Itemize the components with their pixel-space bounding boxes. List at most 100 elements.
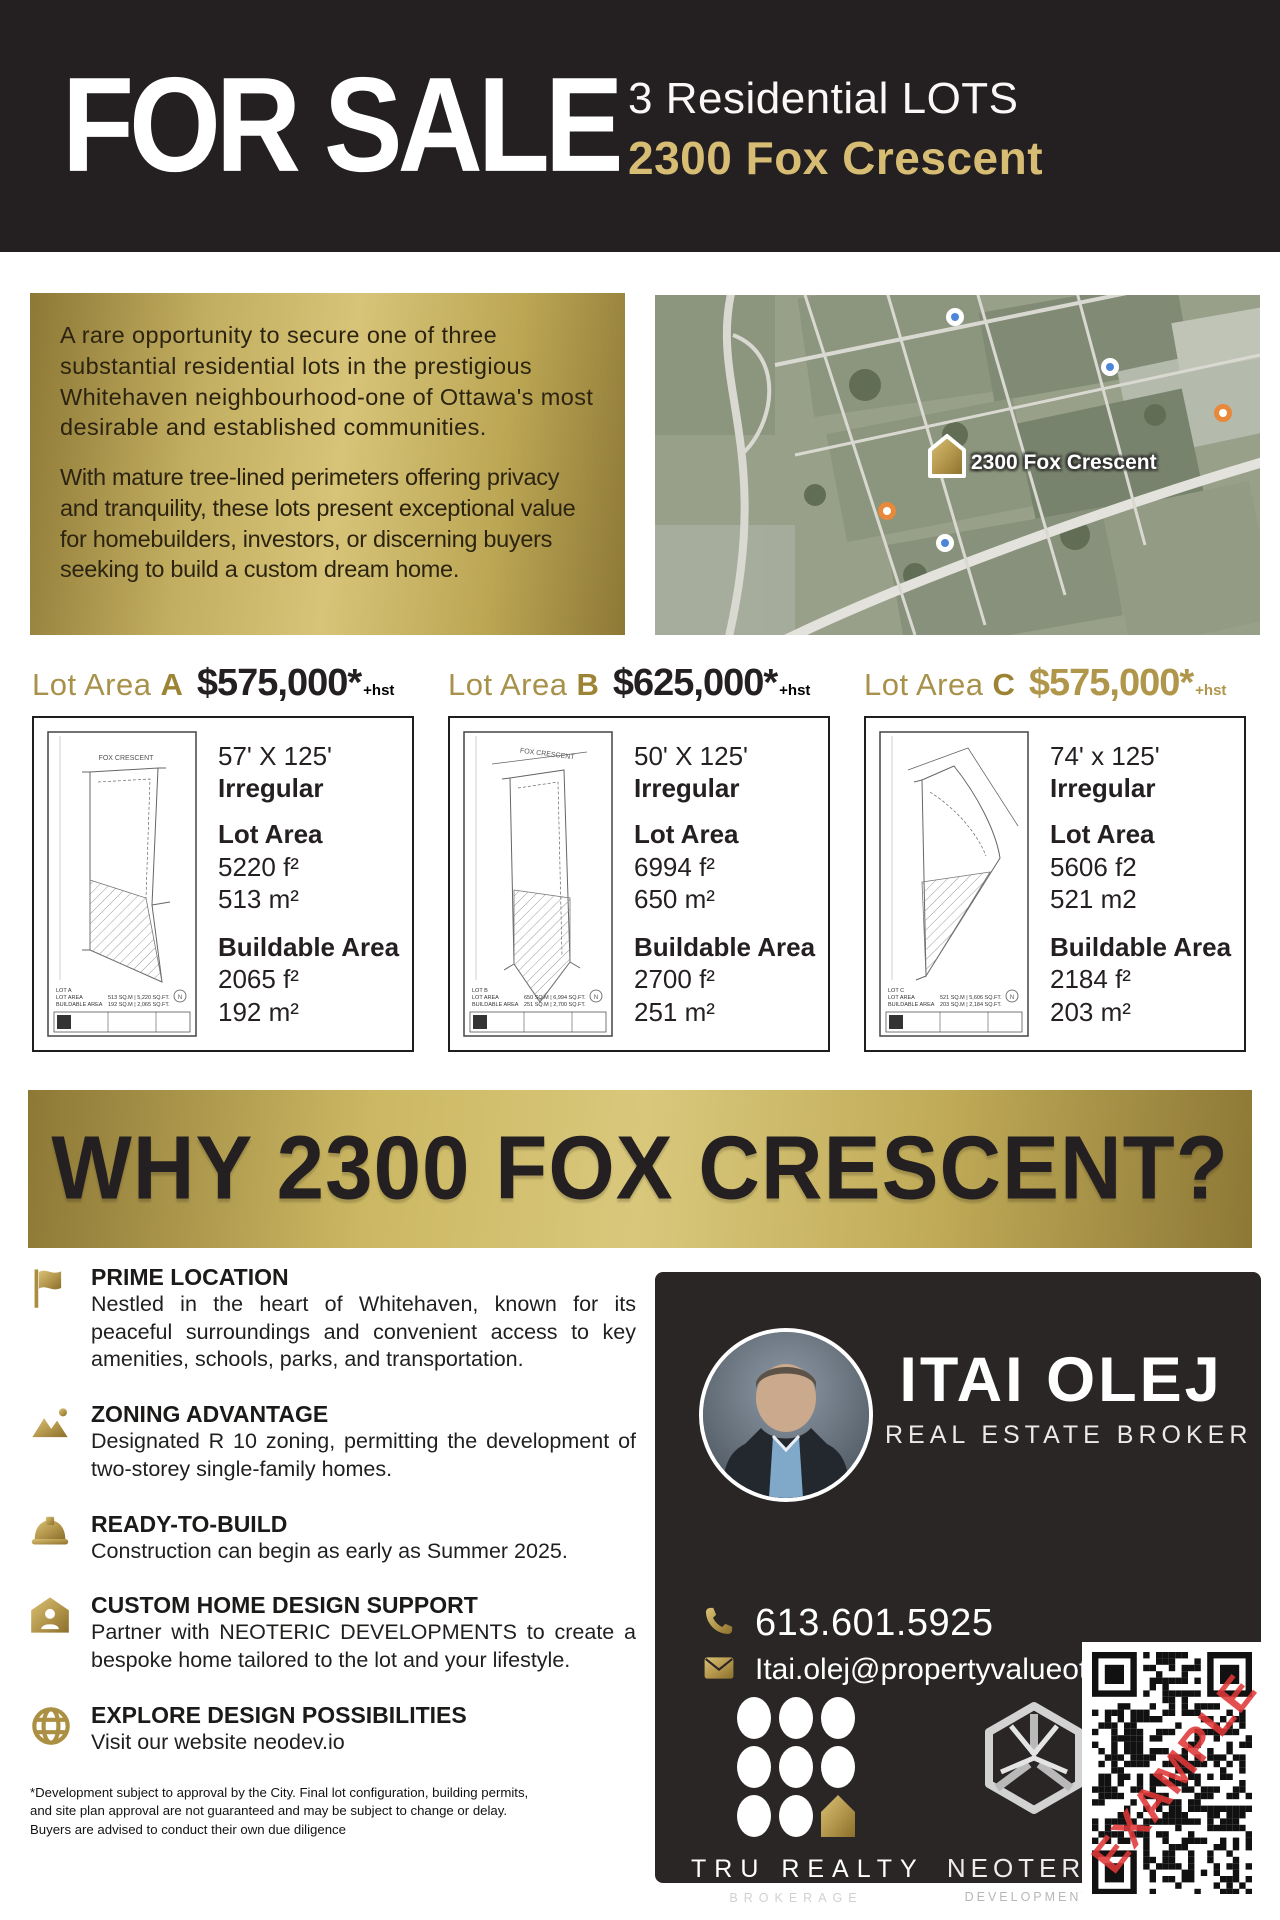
svg-text:N: N <box>178 995 182 1001</box>
svg-text:N: N <box>594 995 598 1001</box>
logos-row: TRU REALTY BROKERAGE NEOTERIC DEVELOPME <box>691 1692 1139 1905</box>
why-banner: WHY 2300 FOX CRESCENT? <box>28 1090 1252 1248</box>
feature-title: EXPLORE DESIGN POSSIBILITIES <box>91 1701 467 1728</box>
svg-text:203 SQ.M | 2,184 SQ.FT.: 203 SQ.M | 2,184 SQ.FT. <box>940 1002 1002 1008</box>
lot-c-area-ft: 5606 f2 <box>1050 851 1137 882</box>
lot-b-label: Lot Area <box>448 667 568 702</box>
lot-b-letter: B <box>576 667 599 702</box>
feature-website-link[interactable]: Visit our website neodev.io <box>91 1729 345 1754</box>
feature-ready-to-build: READY-TO-BUILD Construction can begin as… <box>30 1511 636 1566</box>
aerial-map: 2300 Fox Crescent <box>655 295 1260 635</box>
lot-b-header: Lot Area B $625,000* +hst <box>448 662 830 705</box>
svg-text:LOT A: LOT A <box>56 988 72 994</box>
intro-paragraph-1: A rare opportunity to secure one of thre… <box>60 322 594 441</box>
why-banner-text: WHY 2300 FOX CRESCENT? <box>51 1118 1229 1219</box>
lot-a-area-title: Lot Area <box>218 819 323 850</box>
lot-c-build-m: 203 m² <box>1050 996 1131 1027</box>
feature-explore-design: EXPLORE DESIGN POSSIBILITIES Visit our w… <box>30 1702 636 1757</box>
svg-text:LOT AREA: LOT AREA <box>888 995 915 1001</box>
intro-text-box: A rare opportunity to secure one of thre… <box>30 293 625 635</box>
lot-a-letter: A <box>160 667 183 702</box>
feature-body: Construction can begin as early as Summe… <box>91 1538 568 1563</box>
lot-c-card: LOT C LOT AREA BUILDABLE AREA 521 SQ.M |… <box>864 716 1246 1052</box>
lot-c-survey-diagram: LOT C LOT AREA BUILDABLE AREA 521 SQ.M |… <box>878 730 1030 1038</box>
svg-text:FOX CRESCENT: FOX CRESCENT <box>99 755 155 762</box>
header-banner: FOR SALE 3 Residential LOTS 2300 Fox Cre… <box>0 0 1280 252</box>
phone-row[interactable]: 613.601.5925 <box>703 1602 1216 1645</box>
feature-body: Partner with NEOTERIC DEVELOPMENTS to cr… <box>91 1620 636 1673</box>
qr-code[interactable] <box>1082 1642 1262 1904</box>
lot-c-build-ft: 2184 f² <box>1050 964 1131 995</box>
lot-c-price: $575,000* <box>1028 662 1194 704</box>
house-user-icon <box>30 1592 76 1674</box>
tru-realty-logo: TRU REALTY BROKERAGE <box>691 1692 925 1905</box>
lot-a-shape: Irregular <box>218 773 324 804</box>
lot-b-hst: +hst <box>779 682 811 699</box>
svg-text:LOT C: LOT C <box>888 988 904 994</box>
mountains-icon <box>30 1401 76 1483</box>
aerial-map-graphic <box>655 295 1260 635</box>
lot-c-header: Lot Area C $575,000* +hst <box>864 662 1246 705</box>
lot-b-shape: Irregular <box>634 773 740 804</box>
lot-b-details: 50' X 125' Irregular Lot Area 6994 f² 65… <box>634 730 815 1038</box>
feature-text: PRIME LOCATION Nestled in the heart of W… <box>91 1264 636 1374</box>
lot-c-area-m: 521 m2 <box>1050 883 1137 914</box>
hard-hat-icon <box>30 1511 76 1566</box>
svg-text:LOT AREA: LOT AREA <box>472 995 499 1001</box>
lot-a-card: FOX CRESCENT LOT A LOT AREA BUILDABLE AR… <box>32 716 414 1052</box>
lot-b-area-ft: 6994 f² <box>634 851 715 882</box>
lot-a-dims: 57' X 125' <box>218 741 333 771</box>
svg-text:513 SQ.M | 5,220 SQ.FT.: 513 SQ.M | 5,220 SQ.FT. <box>108 995 170 1001</box>
feature-title: READY-TO-BUILD <box>91 1510 288 1537</box>
broker-name: ITAI OLEJ <box>899 1345 1223 1415</box>
phone-icon <box>703 1605 737 1642</box>
lot-b-dims: 50' X 125' <box>634 741 749 771</box>
lot-c-area-title: Lot Area <box>1050 819 1155 850</box>
lot-a-label: Lot Area <box>32 667 152 702</box>
broker-photo <box>699 1328 873 1502</box>
lot-c-details: 74' x 125' Irregular Lot Area 5606 f2 52… <box>1050 730 1231 1038</box>
svg-text:BUILDABLE AREA: BUILDABLE AREA <box>888 1002 935 1008</box>
feature-text: CUSTOM HOME DESIGN SUPPORT Partner with … <box>91 1592 636 1674</box>
map-address-label: 2300 Fox Crescent <box>971 451 1157 474</box>
lot-a-build-ft: 2065 f² <box>218 964 299 995</box>
lot-b-card: FOX CRESCENT LOT B LOT AREA BUILDABLE AR… <box>448 716 830 1052</box>
subtitle-lots: 3 Residential LOTS <box>628 74 1019 123</box>
lot-c-dims: 74' x 125' <box>1050 741 1160 771</box>
svg-text:650 SQ.M | 6,994 SQ.FT.: 650 SQ.M | 6,994 SQ.FT. <box>524 995 586 1001</box>
feature-zoning: ZONING ADVANTAGE Designated R 10 zoning,… <box>30 1401 636 1483</box>
lot-b-build-ft: 2700 f² <box>634 964 715 995</box>
subtitle-address: 2300 Fox Crescent <box>628 132 1044 184</box>
feature-title: CUSTOM HOME DESIGN SUPPORT <box>91 1592 478 1619</box>
lot-a-build-title: Buildable Area <box>218 932 400 963</box>
lot-b-survey-diagram: FOX CRESCENT LOT B LOT AREA BUILDABLE AR… <box>462 730 614 1038</box>
neoteric-cube-icon <box>985 1702 1083 1814</box>
svg-text:251 SQ.M | 2,700 SQ.FT.: 251 SQ.M | 2,700 SQ.FT. <box>524 1002 586 1008</box>
neoteric-tagline: DEVELOPMENTS <box>964 1890 1104 1904</box>
lot-c-letter: C <box>992 667 1015 702</box>
tru-realty-name: TRU REALTY <box>691 1855 925 1883</box>
lot-b-build-m: 251 m² <box>634 996 715 1027</box>
lot-a-survey-diagram: FOX CRESCENT LOT A LOT AREA BUILDABLE AR… <box>46 730 198 1038</box>
header-subtitle: 3 Residential LOTS 2300 Fox Crescent <box>628 74 1043 185</box>
broker-identity: ITAI OLEJ REAL ESTATE BROKER <box>885 1344 1247 1450</box>
intro-paragraph-2: With mature tree-lined perimeters offeri… <box>60 464 576 583</box>
envelope-icon <box>703 1655 737 1686</box>
svg-text:LOT AREA: LOT AREA <box>56 995 83 1001</box>
tru-realty-mark-icon <box>737 1697 855 1837</box>
feature-title: ZONING ADVANTAGE <box>91 1401 329 1428</box>
feature-custom-home: CUSTOM HOME DESIGN SUPPORT Partner with … <box>30 1592 636 1674</box>
map-marker-house-icon <box>927 433 967 484</box>
lot-b-area-title: Lot Area <box>634 819 739 850</box>
svg-text:192 SQ.M | 2,065 SQ.FT.: 192 SQ.M | 2,065 SQ.FT. <box>108 1002 170 1008</box>
lot-a-price: $575,000* <box>196 662 362 704</box>
svg-text:521 SQ.M | 5,606 SQ.FT.: 521 SQ.M | 5,606 SQ.FT. <box>940 995 1002 1001</box>
broker-phone[interactable]: 613.601.5925 <box>755 1602 994 1644</box>
disclaimer-text: *Development subject to approval by the … <box>30 1784 529 1837</box>
feature-body: Designated R 10 zoning, permitting the d… <box>91 1429 636 1481</box>
feature-text: ZONING ADVANTAGE Designated R 10 zoning,… <box>91 1401 636 1483</box>
features-list: PRIME LOCATION Nestled in the heart of W… <box>30 1264 636 1839</box>
tru-realty-tagline: BROKERAGE <box>729 1891 863 1905</box>
lot-c-shape: Irregular <box>1050 773 1156 804</box>
